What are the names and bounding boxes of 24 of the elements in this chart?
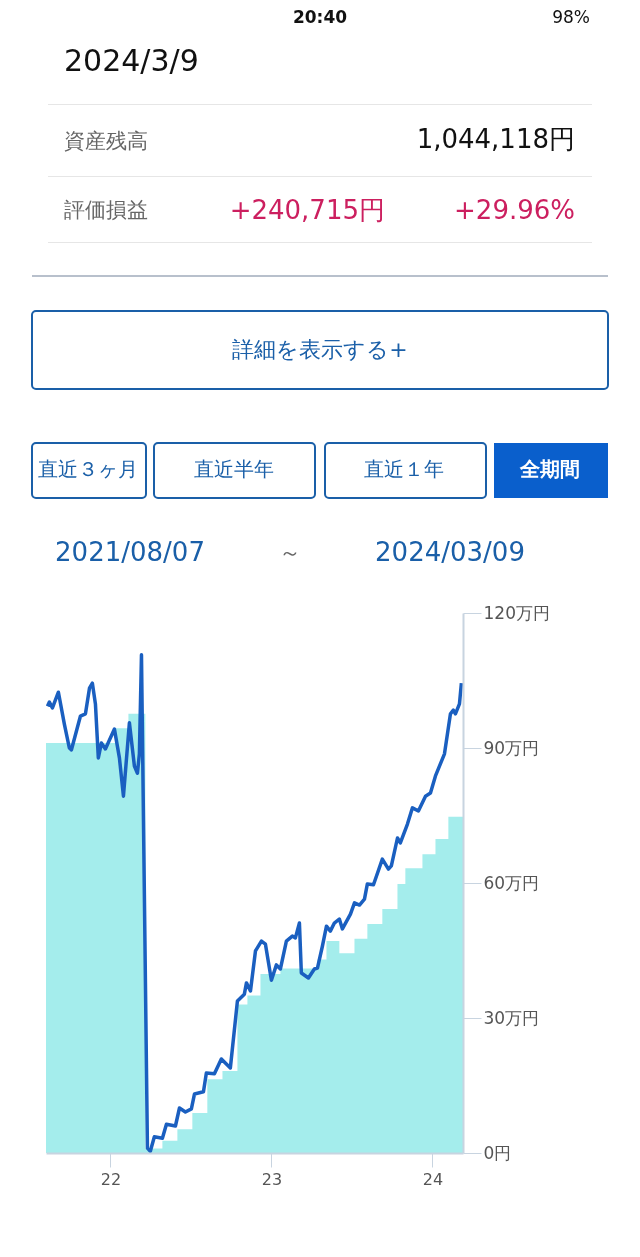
x-tick-label: 23 [261,1169,283,1189]
y-tick-label: 120万円 [483,602,550,623]
text: 20:40 [292,7,348,27]
y-tick-label: 30万円 [483,1007,540,1028]
text: 資産残高 [64,129,148,153]
text: 評価損益 [64,198,148,222]
text: 直近１年 [364,457,444,481]
x-tick-label: 22 [100,1169,122,1189]
text: 2024/03/09 [375,537,525,567]
text: +29.96% [454,195,575,225]
text: 詳細を表示する+ [232,337,408,362]
x-tick-label: 24 [422,1169,444,1189]
text: ～ [279,540,301,565]
y-tick-label: 60万円 [483,872,540,893]
text: 1,044,118円 [416,124,575,154]
text: +240,715円 [229,195,385,225]
text: 98% [552,7,590,27]
text: 2021/08/07 [55,537,205,567]
text: 直近半年 [194,457,274,481]
chart-title: 2024/3/9 [64,43,199,78]
text: 全期間 [519,457,580,481]
text: 直近３ヶ月 [38,457,138,481]
y-tick-label: 0円 [483,1142,512,1163]
y-tick-label: 90万円 [483,737,540,758]
